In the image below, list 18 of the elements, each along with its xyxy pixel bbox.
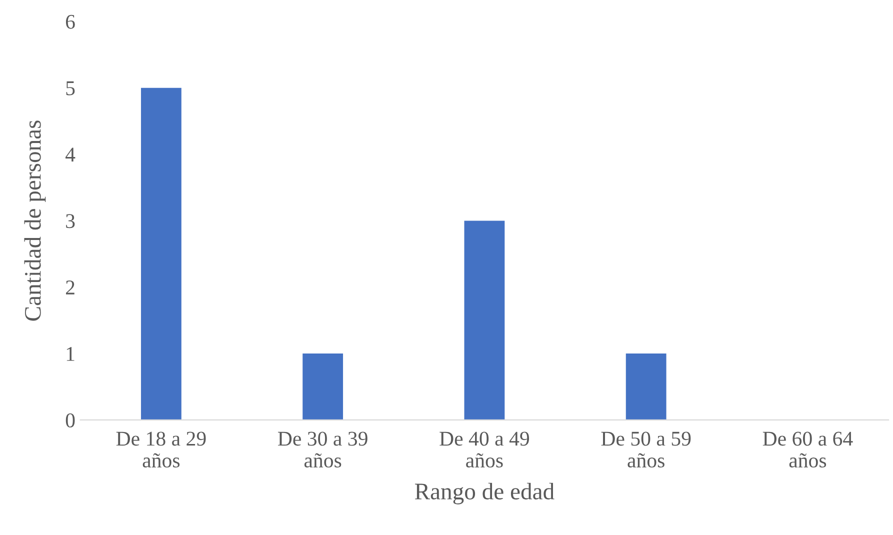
x-tick-label: De 18 a 29 años <box>116 432 206 468</box>
y-tick-label: 5 <box>66 81 75 96</box>
x-tick-label: De 60 a 64 años <box>762 432 853 468</box>
bar <box>302 354 344 420</box>
x-axis-title: Rango de edad <box>414 482 554 504</box>
y-tick-label: 2 <box>66 280 74 294</box>
bar <box>626 354 666 420</box>
y-axis-title: Cantidad de personas <box>24 120 46 321</box>
y-tick-label: 6 <box>66 14 75 29</box>
y-tick-label: 0 <box>66 413 75 428</box>
y-tick-label: 4 <box>66 148 76 162</box>
x-tick-label: De 50 a 59 años <box>601 432 691 468</box>
bar <box>464 220 505 420</box>
y-tick-label: 1 <box>66 347 74 361</box>
y-tick-label: 3 <box>66 214 75 228</box>
bar <box>140 88 182 420</box>
x-tick-label: De 30 a 39 años <box>278 432 368 468</box>
x-tick-label: De 40 a 49 años <box>440 432 530 468</box>
